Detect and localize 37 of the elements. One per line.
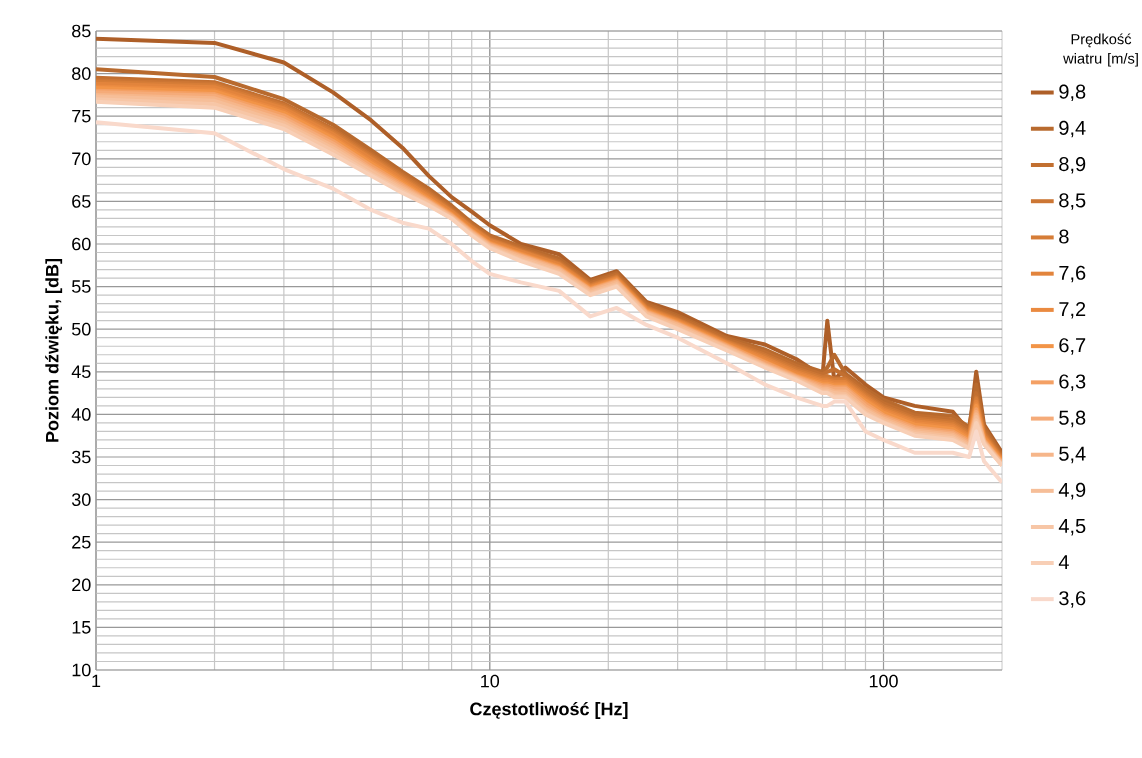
legend-label: 4,5: [1058, 519, 1086, 536]
y-tick-label: 35: [71, 450, 91, 464]
y-tick-label: 85: [72, 24, 91, 38]
legend-label: 4,9: [1058, 482, 1086, 500]
y-tick-label: 70: [72, 152, 91, 166]
y-tick-label: 60: [72, 237, 91, 251]
y-tick-label: 75: [72, 109, 91, 123]
legend-label: 5,4: [1059, 446, 1086, 464]
legend-label: 6,3: [1059, 374, 1086, 391]
y-tick-label: 45: [71, 365, 91, 379]
y-tick-label: 65: [72, 195, 91, 208]
y-tick-label: 20: [72, 578, 91, 592]
y-tick-label: 55: [71, 280, 91, 293]
legend-label: 7,6: [1059, 265, 1086, 283]
legend-label: 9,8: [1059, 84, 1086, 102]
legend-label: 4: [1058, 555, 1069, 569]
legend-label: 6,7: [1059, 338, 1086, 355]
legend-label: 8,5: [1059, 193, 1086, 210]
y-axis-title: Poziom dźwięku, [dB]: [45, 259, 63, 442]
x-axis-title: Częstotliwość [Hz]: [470, 701, 628, 719]
y-tick-label: 30: [71, 493, 91, 506]
x-tick-label: 10: [481, 674, 500, 688]
legend-label: 5,8: [1059, 410, 1086, 428]
legend-label: 3,6: [1059, 591, 1086, 608]
legend-label: 8: [1059, 229, 1069, 244]
y-tick-label: 40: [71, 408, 91, 421]
legend-label: 8,9: [1059, 156, 1086, 174]
legend-title: Prędkość wiatru [m/s]: [1063, 33, 1138, 67]
y-tick-label: 80: [72, 67, 91, 80]
legend-label: 9,4: [1059, 120, 1086, 138]
y-tick-label: 50: [71, 322, 91, 336]
y-tick-label: 15: [72, 621, 91, 634]
x-tick-label: 1: [92, 674, 101, 688]
legend-label: 7,2: [1059, 301, 1086, 319]
y-tick-label: 10: [72, 663, 91, 677]
y-tick-label: 25: [72, 535, 91, 549]
x-tick-label: 100: [869, 674, 898, 688]
